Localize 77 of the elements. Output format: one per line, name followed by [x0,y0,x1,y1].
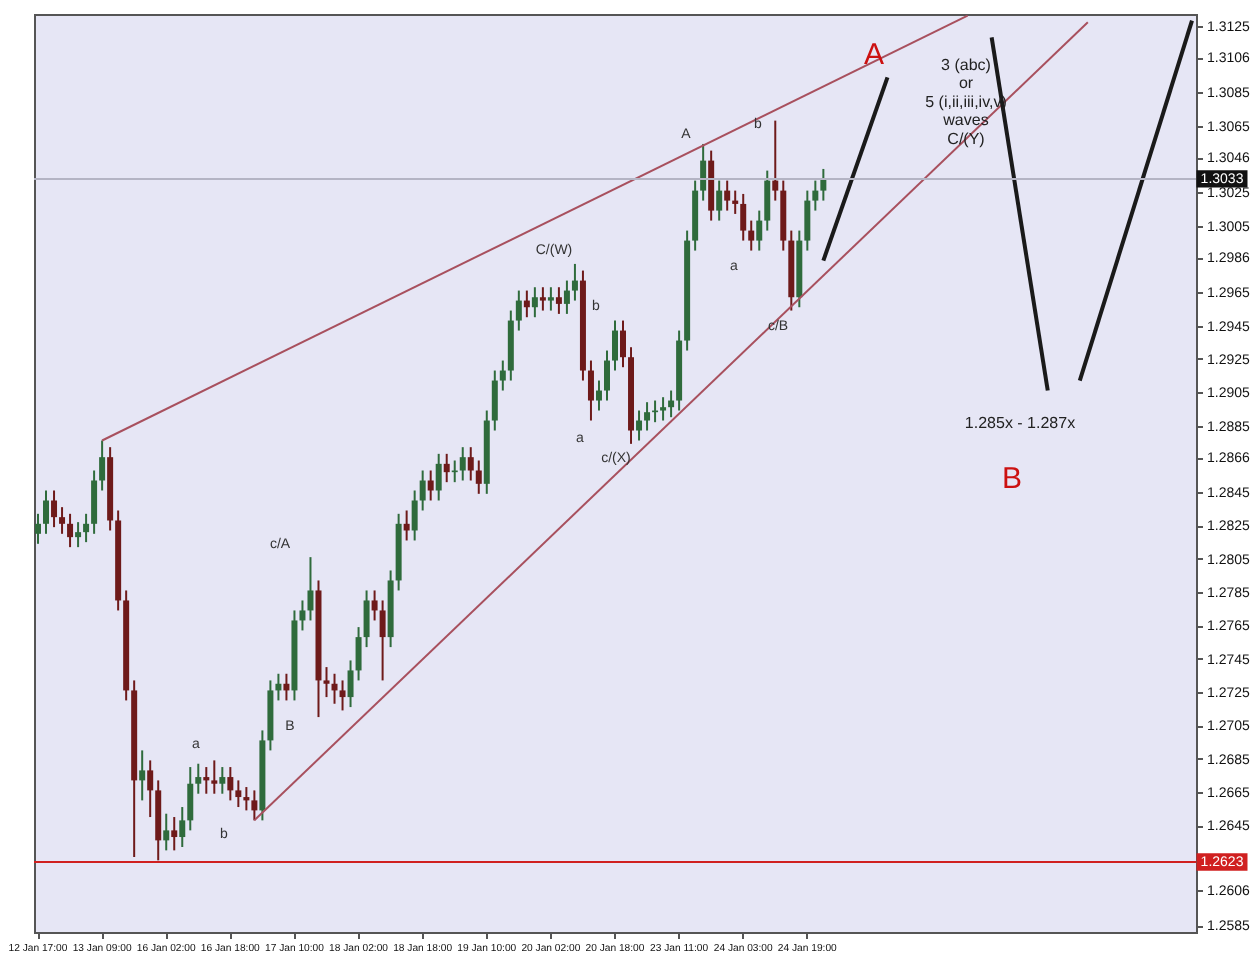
candlestick [756,209,763,252]
candlestick [139,749,146,802]
candlestick [764,169,771,232]
candlestick [419,469,426,512]
candlestick [427,469,434,502]
candlestick [475,459,482,495]
candlestick [563,279,570,315]
candlestick [820,167,827,202]
candlestick [748,219,755,252]
candlestick [219,766,226,795]
candlestick [251,789,258,822]
annotation: B [1001,462,1023,496]
candlestick [812,179,819,212]
candlestick [187,766,194,832]
candlestick [67,512,74,549]
candlestick [660,396,667,422]
candlestick [539,286,546,312]
candlestick [700,142,707,202]
candlestick [603,349,610,402]
candlestick [275,672,282,702]
candlestick [531,286,538,319]
candlestick [523,289,530,319]
candlestick [804,189,811,252]
candlestick [283,672,290,702]
candlestick [547,286,554,312]
candlestick [91,469,98,535]
candlestick [587,359,594,422]
candlestick [644,401,651,432]
candlestick [203,766,210,795]
candlestick [443,452,450,484]
candlestick [83,512,90,544]
candlestick [147,759,154,819]
candlestick [595,379,602,412]
candlestick [339,679,346,712]
candlestick [491,369,498,432]
candlestick [555,286,562,315]
candlestick [435,452,442,502]
candlestick [612,319,618,372]
candlestick [724,179,731,212]
candlestick [307,556,314,622]
candlestick [331,672,338,705]
candlestick [75,521,82,549]
candlestick [355,626,362,682]
candlestick [379,599,386,682]
candlestick [59,506,66,535]
candlestick [51,489,58,529]
candlestick [668,389,675,419]
candlestick [347,659,354,709]
candlestick [299,599,306,632]
candlestick [571,262,578,302]
candlestick [171,816,178,852]
candlestick [459,446,466,482]
candlestick [716,179,723,222]
candlestick [740,192,747,242]
candlestick [179,806,186,849]
candlestick [467,446,474,482]
candlestick [620,319,627,369]
annotation: 1.285x - 1.287x [964,414,1076,432]
candlestick [636,409,643,442]
candlestick [732,189,739,215]
candlestick [772,119,779,202]
candlestick [363,589,370,649]
candlestick [99,439,106,492]
candlestick [411,489,418,542]
candlestick [499,359,506,392]
candlestick [35,512,42,545]
candlestick [515,289,522,332]
candlestick [211,759,218,795]
candlestick [371,589,378,622]
candlestick [323,666,330,699]
candlestick [43,489,50,535]
candlestick [227,766,234,802]
candlestick [235,779,242,809]
candlestick [163,812,170,852]
candlestick [195,762,202,795]
candlestick [243,786,250,812]
candlestick [403,509,410,542]
